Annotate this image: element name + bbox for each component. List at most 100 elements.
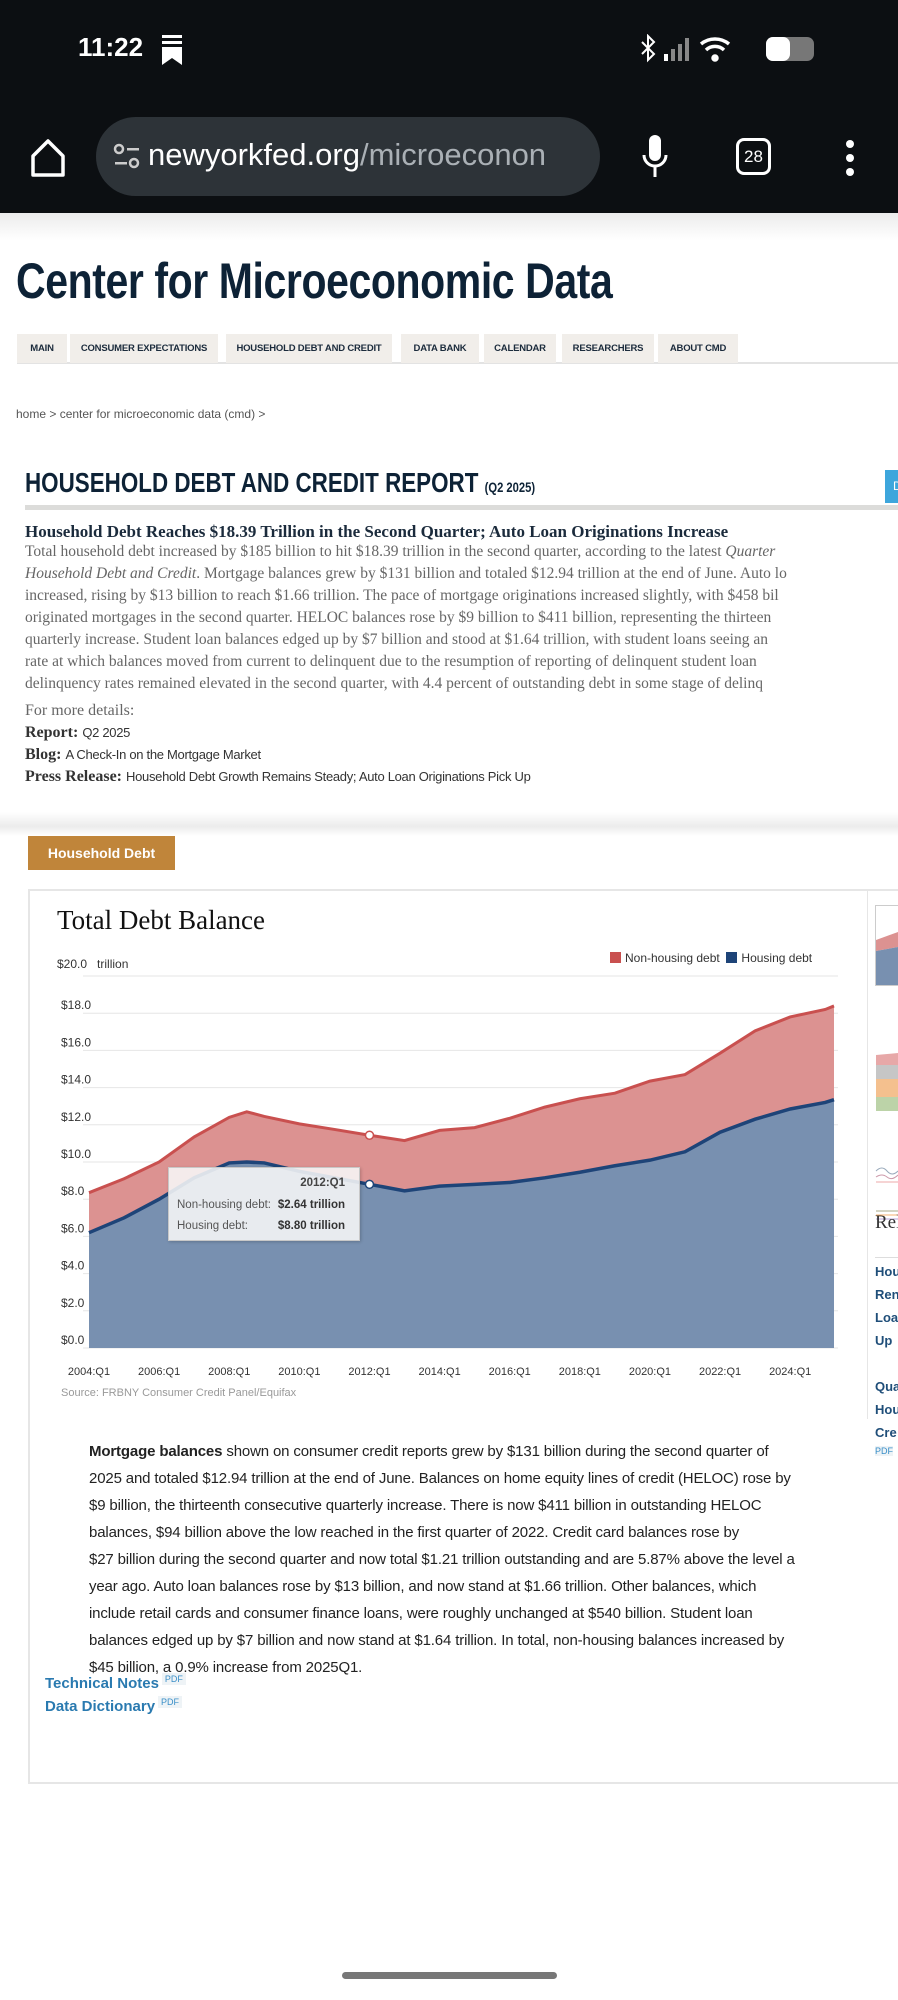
article-line: quarterly increase. Student loan balance… <box>25 631 768 648</box>
tab-count: 28 <box>744 146 763 166</box>
blog-row: Blog: A Check-In on the Mortgage Market <box>25 746 261 764</box>
related-link[interactable]: Loa <box>875 1310 898 1325</box>
nav-main[interactable]: MAIN <box>17 334 67 363</box>
commentary-bold: Mortgage balances <box>89 1443 223 1460</box>
tooltip-value: $8.80 trillion <box>277 1220 345 1232</box>
commentary-line: balances, $94 billion above the low reac… <box>89 1524 740 1541</box>
y-tick-label: $0.0 <box>61 1333 85 1347</box>
related-heading: Rel <box>875 1212 898 1233</box>
x-tick-label: 2016:Q1 <box>489 1366 531 1378</box>
x-tick-label: 2020:Q1 <box>629 1366 671 1378</box>
x-tick-label: 2018:Q1 <box>559 1366 601 1378</box>
legend-swatch <box>726 952 738 963</box>
commentary-line: year ago. Auto loan balances rose by $13… <box>89 1578 757 1595</box>
microphone-icon[interactable] <box>640 133 670 181</box>
url-text[interactable]: newyorkfed.org/microeconon <box>148 137 588 173</box>
related-divider <box>875 1257 898 1258</box>
tooltip-label: Housing debt: <box>177 1220 248 1232</box>
y-tick-label: $12.0 <box>61 1110 91 1124</box>
non-housing-line <box>88 1004 835 1195</box>
chart-card <box>28 889 898 1784</box>
data-dictionary-link[interactable]: Data Dictionary PDF <box>45 1696 183 1715</box>
commentary-line: $9 billion, the thirteenth consecutive q… <box>89 1497 762 1514</box>
nav-calendar[interactable]: CALENDAR <box>484 334 556 363</box>
report-label: Report: <box>25 724 79 741</box>
article-line: Total household debt increased by $185 b… <box>25 543 775 561</box>
section-divider <box>25 505 898 510</box>
article-line: increased, rising by $13 billion to reac… <box>25 587 779 604</box>
y-tick-label: $20.0 <box>57 957 88 971</box>
nav-researchers[interactable]: RESEARCHERS <box>562 334 654 363</box>
commentary-line: $45 billion, a 0.9% increase from 2025Q1… <box>89 1659 363 1676</box>
section-title-text: HOUSEHOLD DEBT AND CREDIT REPORT <box>25 467 479 498</box>
related-link[interactable]: Qua <box>875 1379 898 1394</box>
article-line-text: Total household debt increased by $185 b… <box>25 543 776 560</box>
y-unit-label: trillion <box>97 957 129 971</box>
article-line: Household Debt and Credit. Mortgage bala… <box>25 565 787 582</box>
report-link[interactable]: Q2 2025 <box>82 725 131 740</box>
bluetooth-icon <box>641 34 656 63</box>
pdf-badge: PDF <box>158 1696 183 1708</box>
related-chart-thumbnails[interactable] <box>875 905 898 1225</box>
related-link[interactable]: Hou <box>875 1402 898 1417</box>
tooltip-label: Non-housing debt: <box>177 1199 271 1211</box>
debt-area-chart[interactable]: $0.0 $2.0 $4.0 $6.0 $8.0 $10.0 $12.0 $14.0 $16.0… <box>0 960 898 1390</box>
related-link[interactable]: Hou <box>875 1264 898 1279</box>
tooltip-value: $2.64 trillion <box>277 1199 345 1211</box>
hover-marker-housing <box>364 1179 375 1190</box>
x-tick-label: 2008:Q1 <box>208 1366 250 1378</box>
home-icon[interactable] <box>30 138 66 178</box>
url-host: newyorkfed.org <box>148 137 360 172</box>
y-tick-label: $14.0 <box>61 1073 91 1087</box>
blog-link[interactable]: A Check-In on the Mortgage Market <box>65 747 261 762</box>
legend-item-housing[interactable]: Housing debt <box>726 951 812 965</box>
main-nav: MAIN CONSUMER EXPECTATIONS HOUSEHOLD DEB… <box>17 334 898 364</box>
related-link[interactable]: Up <box>875 1333 893 1348</box>
legend-label: Non-housing debt <box>625 951 720 965</box>
x-tick-label: 2006:Q1 <box>138 1366 180 1378</box>
nav-about-cmd[interactable]: ABOUT CMD <box>658 334 738 363</box>
tooltip-period: 2012:Q1 <box>300 1177 345 1189</box>
commentary-text: shown on consumer credit reports grew by… <box>222 1443 769 1460</box>
gesture-home-indicator[interactable] <box>342 1972 557 1979</box>
site-title[interactable]: Center for Microeconomic Data <box>16 253 613 309</box>
section-period: (Q2 2025) <box>484 479 536 495</box>
nav-household-debt-and-credit[interactable]: HOUSEHOLD DEBT AND CREDIT <box>226 334 392 363</box>
related-link[interactable]: Ren <box>875 1287 898 1302</box>
browser-chrome: 11:22 newyorkfed.org/microeconon 28 <box>0 0 898 213</box>
technical-notes-link[interactable]: Technical Notes PDF <box>45 1673 186 1692</box>
y-tick-label: $8.0 <box>61 1184 85 1198</box>
status-icons <box>641 34 814 63</box>
legend-swatch <box>610 952 621 963</box>
tab-switcher-button[interactable]: 28 <box>736 138 771 175</box>
commentary-line: include retail cards and consumer financ… <box>89 1605 753 1622</box>
url-path: /microeconon <box>359 137 547 172</box>
article-line: delinquency rates remained elevated in t… <box>25 675 763 692</box>
side-tab-button[interactable]: D <box>885 470 898 503</box>
breadcrumb[interactable]: home > center for microeconomic data (cm… <box>16 407 266 421</box>
bookmark-notification-icon <box>162 35 182 65</box>
nav-consumer-expectations[interactable]: CONSUMER EXPECTATIONS <box>70 334 218 363</box>
household-debt-tab[interactable]: Household Debt <box>28 836 175 870</box>
header-shadow <box>0 213 898 241</box>
chart-tooltip: 2012:Q1 Non-housing debt: $2.64 trillion… <box>168 1167 360 1241</box>
x-tick-label: 2012:Q1 <box>348 1366 390 1378</box>
site-settings-icon[interactable] <box>113 143 141 171</box>
press-row: Press Release: Household Debt Growth Rem… <box>25 768 531 786</box>
url-bar[interactable]: newyorkfed.org/microeconon <box>96 117 600 196</box>
blog-label: Blog: <box>25 746 62 763</box>
y-tick-label: $16.0 <box>61 1035 91 1049</box>
press-release-link[interactable]: Household Debt Growth Remains Steady; Au… <box>126 769 531 784</box>
y-axis-top: $20.0 trillion <box>57 957 128 971</box>
related-link[interactable]: Cre <box>875 1425 897 1440</box>
x-tick-label: 2010:Q1 <box>278 1366 320 1378</box>
pdf-badge: PDF <box>875 1446 893 1456</box>
nav-data-bank[interactable]: DATA BANK <box>401 334 479 363</box>
legend-item-non-housing[interactable]: Non-housing debt <box>610 951 720 965</box>
more-menu-icon[interactable] <box>842 138 858 178</box>
non-housing-area <box>89 1005 834 1233</box>
x-tick-label: 2022:Q1 <box>699 1366 741 1378</box>
y-tick-label: $2.0 <box>61 1296 85 1310</box>
section-title: HOUSEHOLD DEBT AND CREDIT REPORT (Q2 202… <box>25 467 535 499</box>
y-tick-label: $10.0 <box>61 1147 91 1161</box>
